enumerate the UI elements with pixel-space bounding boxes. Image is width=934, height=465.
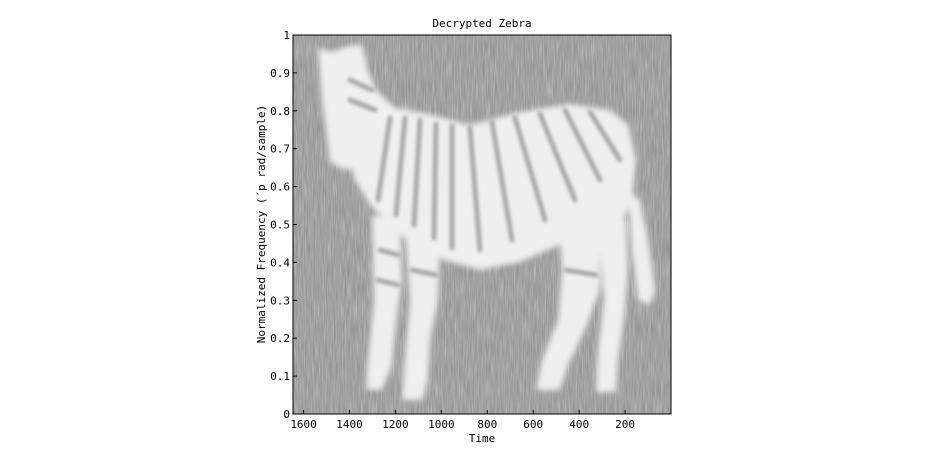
x-tick-label: 400	[569, 418, 589, 431]
x-axis: 1600 1400 1200 1000 800 600 400 200	[290, 410, 635, 431]
y-tick-label: 0.1	[270, 370, 290, 383]
x-tick-label: 1000	[428, 418, 455, 431]
x-tick-label: 1400	[336, 418, 363, 431]
y-tick-label: 0.9	[270, 67, 290, 80]
x-tick-label: 600	[523, 418, 543, 431]
y-tick-label: 0	[283, 408, 290, 421]
x-tick-label: 200	[615, 418, 635, 431]
y-axis-label: Normalized Frequency (´p rad/sample)	[255, 105, 268, 343]
y-tick-label: 0.6	[270, 181, 290, 194]
x-tick-label: 1200	[382, 418, 409, 431]
x-axis-label: Time	[469, 432, 496, 445]
y-tick-label: 0.7	[270, 143, 290, 156]
y-axis: 0 0.1 0.2 0.3 0.4 0.5 0.6 0.7 0.8 0.9 1	[270, 29, 297, 421]
x-tick-label: 800	[477, 418, 497, 431]
x-tick-label: 1600	[290, 418, 317, 431]
chart-title: Decrypted Zebra	[432, 17, 531, 30]
y-tick-label: 0.2	[270, 332, 290, 345]
y-tick-label: 0.3	[270, 294, 290, 307]
y-tick-label: 0.8	[270, 105, 290, 118]
y-tick-label: 1	[283, 29, 290, 42]
spectrogram-image	[293, 35, 671, 414]
zebra-stripes	[347, 77, 623, 288]
y-tick-label: 0.4	[270, 256, 290, 269]
y-tick-label: 0.5	[270, 219, 290, 232]
